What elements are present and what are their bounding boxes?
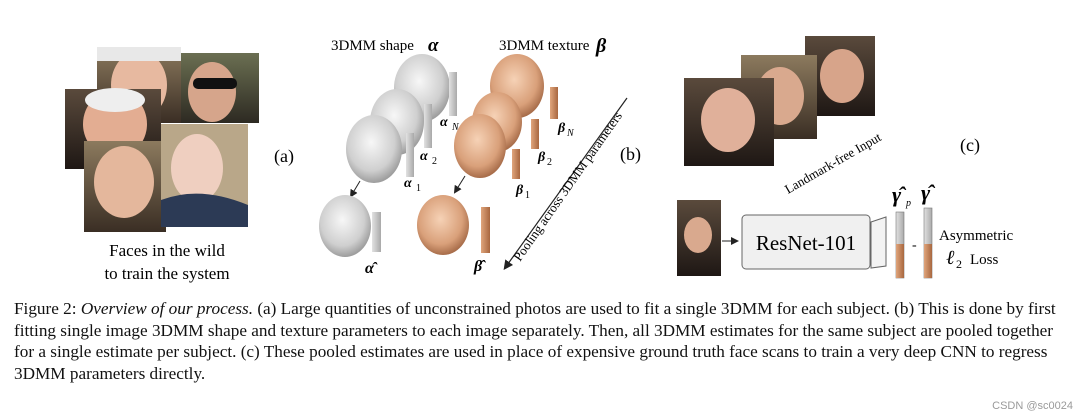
pooling-arrow [453,175,466,194]
shape-subscript-n: N [451,122,460,133]
panel-a-photo-collage [65,47,259,232]
gamma-vector-texture [924,244,932,278]
figure-graphic: (a) Faces in the wild to train the syste… [65,35,1013,283]
pooled-shape-bar [372,212,381,252]
minus-sign: - [912,238,917,253]
caption-title: Overview of our process. [80,299,254,318]
texture-subscript-2: 2 [547,157,552,168]
panel-a-caption-line-2: to train the system [104,264,229,283]
shape-subscript-1: 1 [416,183,421,194]
shape-label-2: α [420,149,428,164]
texture-face [454,114,506,178]
resnet-label: ResNet-101 [756,231,856,255]
shape-label-1: α [404,176,412,191]
loss-symbol: ℓ [946,247,955,269]
texture-title: 3DMM texture [499,38,590,54]
pooled-texture-bar [481,207,490,253]
gamma-symbol: γ̂ [921,180,936,205]
panel-c-marker: (c) [960,135,980,156]
texture-label-n: β [557,121,566,136]
pooled-shape-mesh [319,195,371,257]
loss-word: Loss [970,252,999,268]
resnet-box [741,214,871,270]
gamma-p-vector-texture [896,244,904,278]
watermark: CSDN @sc0024 [992,400,1073,412]
face-photo [84,141,166,232]
panel-a-marker: (a) [274,146,294,167]
texture-bar [531,119,539,149]
shape-bar [406,133,414,177]
gamma-p-subscript: p [905,198,911,209]
caption-label: Figure 2: [14,299,77,318]
panel-a-caption-line-1: Faces in the wild [109,241,225,260]
shape-mesh [346,115,402,183]
shape-subscript-2: 2 [432,156,437,167]
output-layer-shape [870,216,887,269]
panel-b-marker: (b) [620,144,641,165]
caption-body: (a) Large quantities of unconstrained ph… [14,299,1056,383]
loss-subscript: 2 [956,257,962,271]
input-photo-stack [684,36,875,166]
texture-param-bars [512,87,558,179]
texture-subscript-1: 1 [525,190,530,201]
pooled-texture-face [417,195,469,255]
shape-title: 3DMM shape [331,38,414,54]
single-input-photo [677,200,721,276]
pooled-shape-label: α̂ [365,260,378,277]
texture-subscript-n: N [566,128,575,139]
figure-caption: Figure 2: Overview of our process. (a) L… [14,298,1072,384]
shape-bar [424,104,432,148]
gamma-p-symbol: γ̂ [892,182,907,207]
shape-symbol: α [428,35,439,56]
texture-symbol: β [595,35,607,57]
texture-bar [550,87,558,119]
texture-bar [512,149,520,179]
pooling-arrow [349,180,361,198]
pooled-texture-label: β̂ [473,258,486,275]
shape-bar [449,72,457,116]
shape-label-n: α [440,115,448,130]
shape-param-bars [406,72,457,177]
texture-label-1: β [515,183,524,198]
input-label: Landmark-free Input [782,129,884,197]
face-photo [181,53,259,123]
loss-line-1: Asymmetric [939,228,1013,244]
pooling-diagonal-arrow [503,97,628,270]
texture-face-stack [454,54,544,178]
texture-label-2: β [537,150,546,165]
face-photo [161,124,248,227]
